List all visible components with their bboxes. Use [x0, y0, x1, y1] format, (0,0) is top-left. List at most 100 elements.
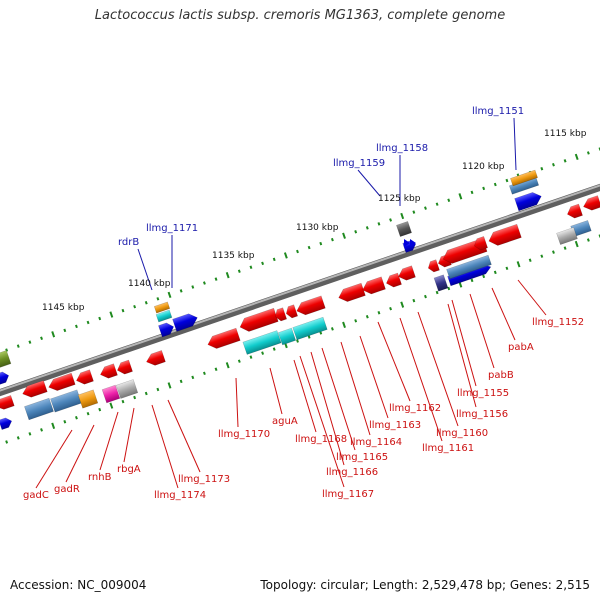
gene-label-above: llmg_1158 [376, 143, 428, 154]
minor-tick [586, 238, 590, 242]
gene-feature-6 [146, 350, 166, 366]
gene-feature-11 [296, 295, 326, 316]
minor-tick [144, 301, 148, 305]
gene-feature-20 [488, 223, 522, 246]
minor-tick [552, 250, 555, 254]
minor-tick [237, 269, 241, 273]
leader-line [235, 377, 239, 428]
gene-feature-7 [207, 327, 241, 349]
gene-feature-2 [48, 372, 76, 391]
gene-label-above: llmg_1151 [472, 106, 524, 117]
minor-tick [354, 230, 358, 234]
minor-tick [377, 310, 381, 315]
gene-label-below: llmg_1173 [178, 474, 230, 485]
minor-tick [598, 234, 600, 238]
minor-tick [377, 222, 381, 226]
leader-line [269, 367, 283, 415]
gene-label-below: aguA [272, 416, 298, 427]
scale-label: 1130 kbp [296, 223, 339, 233]
gene-labels-above: llmg_1151 llmg_1158 llmg_1159 rdrB llmg_1171 [118, 106, 524, 248]
leader-line [517, 279, 547, 316]
minor-tick [482, 186, 486, 191]
minor-tick [144, 391, 148, 396]
minor-tick [40, 336, 43, 340]
gene-feature-22 [583, 195, 600, 211]
major-tick [167, 291, 172, 299]
leader-line [447, 303, 477, 408]
map-title: Lactococcus lactis subsp. cremoris MG136… [94, 8, 506, 23]
gene-feature-25 [172, 313, 198, 332]
minor-tick [28, 432, 32, 436]
scale-label: 1140 kbp [128, 279, 171, 289]
gene-feature-31 [277, 327, 297, 346]
minor-tick [307, 335, 311, 339]
minor-tick [435, 290, 439, 295]
minor-tick [319, 241, 323, 246]
minor-tick [63, 328, 67, 333]
gene-label-above: llmg_1171 [146, 223, 198, 234]
leader-line [167, 399, 201, 473]
gene-feature-chevron [404, 239, 416, 247]
gene-label-below: pabA [508, 342, 534, 353]
gene-feature-3 [76, 369, 94, 385]
leader-line [151, 404, 179, 489]
scale-label: 1120 kbp [462, 162, 505, 172]
gene-label-below: pabB [488, 370, 514, 381]
minor-tick [75, 324, 78, 329]
gene-label-above: rdrB [118, 237, 139, 248]
gene-feature-1 [22, 380, 48, 398]
major-tick [516, 261, 521, 268]
minor-tick [5, 440, 9, 444]
leader-line [513, 117, 517, 171]
gene-feature-21 [567, 203, 583, 219]
gene-feature-36 [446, 254, 492, 280]
minor-tick [330, 237, 334, 242]
minor-tick [272, 257, 276, 262]
leader-line [35, 429, 73, 489]
genome-summary: Topology: circular; Length: 2,529,478 bp… [260, 578, 590, 592]
scale-track [5, 147, 600, 352]
minor-tick [28, 340, 32, 344]
gene-feature-47 [433, 274, 449, 292]
gene-feature-39 [77, 389, 99, 409]
major-tick [167, 382, 172, 389]
leader-line [293, 359, 317, 433]
gene-label-below: llmg_1160 [436, 428, 488, 439]
minor-tick [133, 395, 137, 400]
scale-label: 1145 kbp [42, 303, 85, 313]
minor-tick [296, 249, 299, 254]
gene-feature-10 [285, 304, 298, 319]
minor-tick [86, 411, 90, 416]
gene-label-below: rnhB [88, 472, 112, 483]
gene-feature-0 [0, 395, 15, 410]
gene-feature-12 [338, 282, 366, 302]
gene-label-below: llmg_1152 [532, 317, 584, 328]
minor-tick [98, 407, 102, 412]
leader-line [469, 293, 495, 369]
gene-label-below: llmg_1162 [389, 403, 441, 414]
minor-tick [202, 371, 206, 376]
gene-label-below: llmg_1166 [326, 467, 378, 478]
minor-tick [424, 206, 427, 210]
label-leader-lines [35, 117, 547, 489]
gene-label-below: rbgA [117, 464, 141, 475]
minor-tick [470, 190, 474, 195]
minor-tick [261, 351, 265, 355]
major-tick [225, 271, 230, 279]
minor-tick [156, 387, 160, 392]
lower-tick-track [5, 234, 600, 444]
leader-line [99, 411, 119, 471]
leader-line [137, 248, 153, 291]
minor-tick [249, 265, 253, 270]
gene-label-below: llmg_1167 [322, 489, 374, 500]
gene-feature-33 [155, 309, 173, 323]
major-tick [574, 153, 579, 161]
scale-label: 1125 kbp [378, 194, 421, 204]
leader-line [377, 321, 411, 402]
gene-feature-13 [362, 276, 386, 295]
gene-label-below: llmg_1165 [336, 452, 388, 463]
leader-line [399, 317, 443, 442]
minor-tick [179, 289, 183, 293]
gene-label-above: llmg_1159 [333, 158, 385, 169]
